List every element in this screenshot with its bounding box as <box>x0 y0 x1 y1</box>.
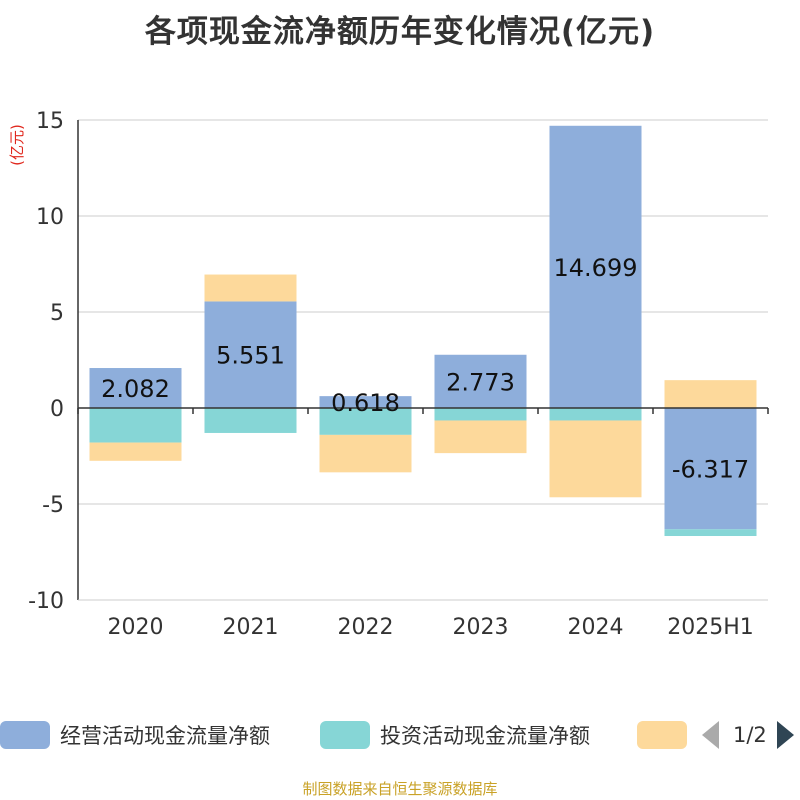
bar-operating <box>549 125 642 408</box>
legend-swatch-investing <box>320 721 370 749</box>
y-axis-title: (亿元) <box>8 124 26 166</box>
bar-financing <box>549 420 642 498</box>
data-label: -6.317 <box>672 456 749 484</box>
legend-prev-page-icon[interactable] <box>702 721 719 749</box>
data-label: 5.551 <box>216 342 285 370</box>
y-tick-label: 0 <box>50 397 64 422</box>
legend-item-investing[interactable]: 投资活动现金流量净额 <box>320 716 590 754</box>
data-label: 2.773 <box>446 368 515 396</box>
x-tick-label: 2023 <box>453 615 509 640</box>
bar-financing <box>89 442 182 461</box>
bar-operating <box>89 368 182 408</box>
bar-investing <box>549 408 642 421</box>
y-tick-label: 10 <box>36 205 64 230</box>
x-tick-label: 2024 <box>568 615 624 640</box>
y-tick-label: 5 <box>50 301 64 326</box>
bar-operating <box>664 408 757 530</box>
y-tick-label: 15 <box>36 109 64 134</box>
cash-flow-chart: 15 10 5 0 -5 -10 (亿元) 2.082 5.551 0.618 2.773 14.69… <box>8 109 769 640</box>
data-label: 0.618 <box>331 389 400 417</box>
bar-operating <box>434 354 527 408</box>
bar-financing <box>319 434 412 473</box>
legend: 经营活动现金流量净额 投资活动现金流量净额 <box>0 716 800 754</box>
legend-swatch-operating <box>0 721 50 749</box>
bar-financing <box>204 274 297 302</box>
bar-financing <box>664 380 757 408</box>
bar-investing <box>319 408 412 435</box>
source-note: 制图数据来自恒生聚源数据库 <box>302 780 498 798</box>
data-label: 2.082 <box>101 375 170 403</box>
legend-swatch-financing <box>637 721 687 749</box>
bar-operating <box>204 301 297 408</box>
legend-next-page-icon[interactable] <box>776 721 794 749</box>
x-tick-label: 2022 <box>338 615 394 640</box>
legend-label-operating: 经营活动现金流量净额 <box>60 724 270 748</box>
legend-item-operating[interactable]: 经营活动现金流量净额 <box>0 716 270 754</box>
bar-financing <box>434 420 527 454</box>
bar-investing <box>434 408 527 421</box>
legend-pager: 1/2 <box>700 716 800 754</box>
bar-investing <box>89 408 182 443</box>
x-tick-label: 2021 <box>223 615 279 640</box>
legend-label-investing: 投资活动现金流量净额 <box>380 724 590 748</box>
chart-title: 各项现金流净额历年变化情况(亿元) <box>144 14 656 50</box>
bar-investing <box>204 408 297 433</box>
data-label: 14.699 <box>554 254 638 282</box>
y-tick-label: -5 <box>42 493 64 518</box>
bar-investing <box>664 529 757 537</box>
legend-item-financing[interactable] <box>637 716 687 754</box>
x-tick-label: 2020 <box>108 615 164 640</box>
bar-operating <box>319 396 412 408</box>
x-tick-label: 2025H1 <box>667 615 754 640</box>
y-tick-label: -10 <box>28 589 64 614</box>
legend-page-indicator: 1/2 <box>733 723 767 747</box>
